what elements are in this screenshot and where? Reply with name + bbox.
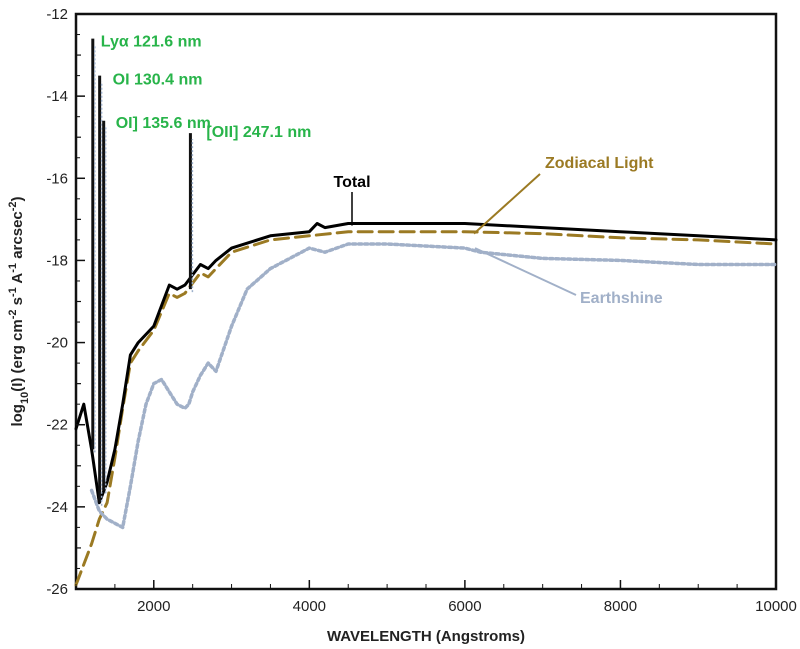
y-axis-title-part: 10 [19, 392, 31, 404]
emission-line-label: OI 130.4 nm [113, 72, 203, 89]
series-line-total [74, 222, 778, 505]
x-tick-label: 10000 [755, 598, 797, 615]
x-tick-label: 8000 [604, 598, 637, 615]
series-label-zodiacal: Zodiacal Light [545, 155, 654, 172]
y-axis-title-part: arcsec [9, 211, 26, 263]
series-label-earthshine: Earthshine [580, 290, 663, 307]
leader-line-earthshine [474, 247, 577, 296]
leader-line-zodiacal [473, 173, 541, 235]
y-axis-title-part: -1 [7, 263, 19, 273]
y-tick-label: -22 [46, 417, 68, 434]
emission-line-label: OI] 135.6 nm [116, 115, 211, 132]
y-axis-title-part: s [9, 297, 26, 310]
emission-line-label: Lyα 121.6 nm [101, 34, 202, 51]
emission-line-label: [OII] 247.1 nm [206, 124, 311, 141]
y-tick-label: -14 [46, 88, 68, 105]
y-tick-label: -18 [46, 252, 68, 269]
y-axis-title-part: (I) (erg cm [9, 319, 26, 392]
x-axis-title: WAVELENGTH (Angstroms) [327, 628, 525, 645]
y-axis-title: log10(I) (erg cm-2 s-1 A-1 arcsec-2) [7, 196, 31, 426]
y-axis-title-part: -2 [7, 201, 19, 211]
x-tick-label: 4000 [293, 598, 326, 615]
plot-frame [74, 12, 778, 591]
y-tick-label: -12 [46, 6, 68, 23]
y-tick-label: -16 [46, 170, 68, 187]
x-tick-label: 2000 [137, 598, 170, 615]
y-tick-label: -26 [46, 581, 68, 598]
series-line-earthshine [89, 242, 778, 530]
y-tick-label: -20 [46, 335, 68, 352]
series-label-total: Total [333, 174, 370, 191]
y-axis-title-part: log [9, 404, 26, 427]
y-tick-label: -24 [46, 499, 68, 516]
y-axis-title-part: A [9, 273, 26, 288]
y-axis-title-part: -1 [7, 287, 19, 297]
series-line-zodiacal-light [74, 230, 778, 587]
y-axis-title-part: -2 [7, 309, 19, 319]
y-axis-title-part: ) [9, 196, 26, 201]
x-tick-label: 6000 [448, 598, 481, 615]
